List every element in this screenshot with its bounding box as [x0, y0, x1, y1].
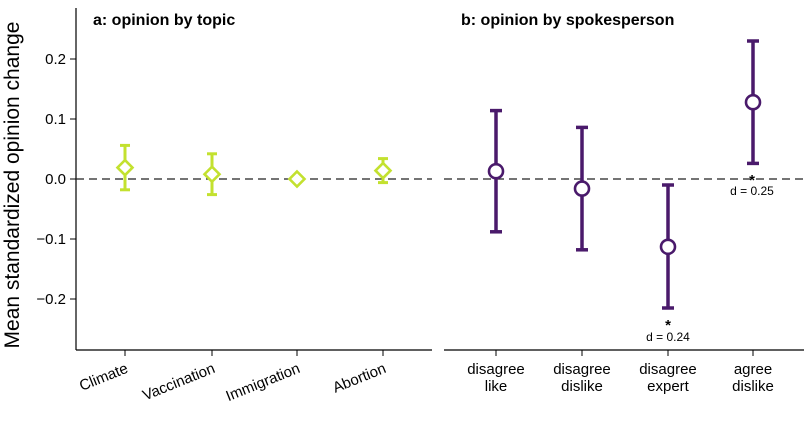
x-tick-label: expert: [647, 378, 690, 395]
panel-b: b: opinion by spokespersondisagreelikedi…: [444, 12, 804, 395]
x-tick-label: disagree: [553, 361, 611, 378]
panel-title: a: opinion by topic: [93, 12, 235, 29]
panel-a: a: opinion by topic Climate Vaccination Imm…: [75, 8, 432, 405]
effect-size-label: d = 0.24: [646, 330, 690, 344]
y-axis-label: Mean standardized opinion change: [1, 22, 24, 349]
data-point-circle: [659, 238, 677, 256]
data-point-diamond: [287, 169, 307, 189]
data-point-circle: [744, 93, 762, 111]
panels: 0.2 0.1 0.0 −0.1 −0.2 a: opinion by topic Clim…: [36, 8, 804, 405]
data-point-circle: [573, 180, 591, 197]
y-tick-label: −0.2: [36, 291, 66, 308]
data-point-diamond: [202, 164, 222, 184]
x-tick-label: Immigration: [223, 360, 302, 405]
x-tick-label: agree: [734, 361, 772, 378]
x-tick-label: disagree: [467, 361, 525, 378]
significance-star: *: [749, 172, 755, 189]
data-point-diamond: [373, 161, 393, 180]
x-tick-label: Climate: [77, 360, 131, 395]
y-tick-label: 0.2: [45, 51, 66, 68]
x-tick-label: disagree: [639, 361, 697, 378]
x-tick-label: like: [485, 378, 508, 395]
y-tick-label: −0.1: [36, 231, 66, 248]
y-tick-label: 0.0: [45, 171, 66, 188]
data-point-diamond: [115, 158, 135, 177]
x-tick-label: dislike: [732, 378, 774, 395]
x-tick-label: dislike: [561, 378, 603, 395]
x-tick-label: Vaccination: [140, 360, 217, 404]
x-tick-label: Abortion: [330, 360, 388, 397]
significance-star: *: [665, 317, 671, 334]
y-tick-label: 0.1: [45, 111, 66, 128]
panel-title: b: opinion by spokesperson: [461, 12, 674, 29]
data-point-circle: [487, 162, 505, 180]
effect-size-label: d = 0.25: [730, 184, 774, 198]
